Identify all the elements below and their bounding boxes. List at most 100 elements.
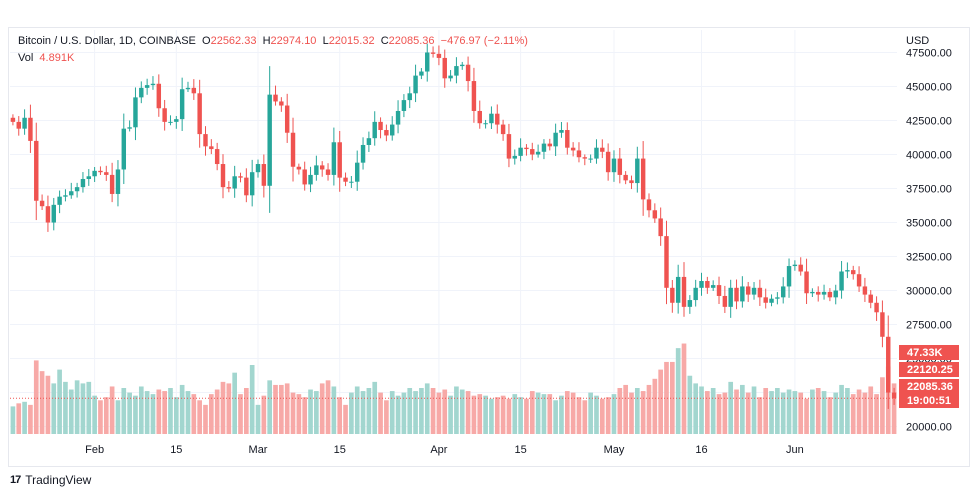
volume-bar	[815, 388, 821, 434]
candle-body	[495, 113, 500, 125]
volume-bar	[10, 406, 16, 434]
time-tick-label: Feb	[85, 444, 104, 456]
volume-bar	[45, 375, 51, 434]
candle-body	[856, 274, 862, 287]
volume-bar	[541, 394, 547, 434]
volume-bar	[804, 398, 809, 434]
candle-body	[535, 151, 541, 155]
volume-bar	[133, 395, 138, 434]
volume-bar	[582, 400, 588, 434]
volume-bar	[675, 348, 681, 434]
volume-bar	[529, 391, 535, 434]
tradingview-logo-icon: 17	[10, 474, 21, 486]
volume-bar	[39, 371, 45, 434]
candle-body	[203, 134, 208, 147]
volume-bar	[763, 388, 769, 434]
price-badge	[899, 345, 959, 360]
volume-bar	[658, 369, 663, 434]
volume-bar	[244, 388, 249, 434]
price-tick-label: 20000.00	[906, 422, 952, 434]
change-value: −476.97 (−2.11%)	[440, 35, 528, 47]
candle-body	[816, 291, 821, 295]
candle-body	[693, 287, 698, 301]
candle-body	[378, 121, 383, 131]
candle-body	[261, 164, 267, 186]
time-tick-label: May	[604, 444, 625, 456]
volume-bar	[384, 400, 389, 434]
volume-bar	[343, 404, 348, 434]
volume-bar	[51, 383, 57, 434]
candle-body	[827, 291, 833, 298]
candle-body	[249, 172, 255, 196]
candle-body	[150, 83, 156, 86]
volume-bar	[634, 388, 640, 434]
candle-body	[518, 147, 523, 156]
volume-bar	[261, 395, 267, 434]
candle-body	[366, 138, 372, 145]
candle-body	[436, 53, 442, 58]
volume-bar	[191, 394, 197, 434]
candle-body	[670, 287, 675, 303]
volume-bar	[68, 389, 74, 434]
volume-bar	[366, 388, 372, 434]
volume-bar	[588, 392, 593, 434]
candle-body	[851, 270, 856, 275]
candle-body	[430, 52, 436, 54]
tradingview-brand[interactable]: 17 TradingView	[10, 473, 91, 487]
candle-body	[144, 85, 150, 88]
volume-bar	[494, 397, 500, 434]
candle-body	[63, 195, 68, 197]
candle-body	[681, 276, 687, 307]
volume-bar	[775, 388, 780, 434]
candle-body	[419, 71, 424, 76]
brand-name: TradingView	[25, 473, 92, 487]
volume-bar	[780, 392, 786, 434]
volume-bars	[10, 343, 897, 434]
volume-bar	[827, 397, 833, 434]
volume-bar	[599, 398, 605, 434]
volume-bar	[349, 392, 354, 434]
candle-body	[290, 132, 296, 167]
volume-bar	[279, 384, 284, 434]
volume-bar	[798, 392, 804, 434]
volume-bar	[296, 394, 302, 434]
price-badge-label: 47.33K	[907, 347, 943, 359]
volume-bar	[319, 383, 325, 434]
candle-body	[734, 287, 739, 302]
candle-body	[804, 271, 809, 294]
candle-body	[530, 149, 535, 155]
volume-bar	[378, 392, 383, 434]
candle-body	[156, 83, 162, 109]
candle-body	[57, 196, 62, 205]
price-tick-label: 32500.00	[906, 252, 952, 264]
volume-bar	[850, 394, 856, 434]
candle-body	[506, 134, 512, 159]
candle-body	[238, 176, 243, 178]
candle-body	[314, 165, 319, 175]
volume-bar	[512, 394, 518, 434]
candle-body	[629, 180, 634, 184]
volume-bar	[535, 392, 541, 434]
volume-bar	[80, 383, 86, 434]
volume-bar	[284, 383, 290, 434]
volume-bar	[419, 388, 424, 434]
volume-bar	[162, 391, 167, 434]
volume-bar	[354, 386, 360, 434]
time-tick-label: 16	[695, 444, 707, 456]
volume-bar	[57, 369, 62, 434]
currency-label[interactable]: USD	[906, 35, 930, 47]
candle-body	[448, 75, 453, 79]
candle-body	[360, 144, 366, 163]
candle-body	[541, 143, 547, 152]
candle-body	[565, 130, 570, 148]
volume-bar	[121, 388, 127, 434]
time-tick-label: Jun	[786, 444, 804, 456]
candle-body	[372, 121, 377, 139]
volume-bar	[547, 394, 553, 434]
volume-bar	[138, 386, 144, 434]
candle-body	[45, 206, 51, 223]
candle-body	[255, 164, 261, 173]
candle-body	[232, 176, 237, 189]
candle-body	[500, 124, 506, 135]
